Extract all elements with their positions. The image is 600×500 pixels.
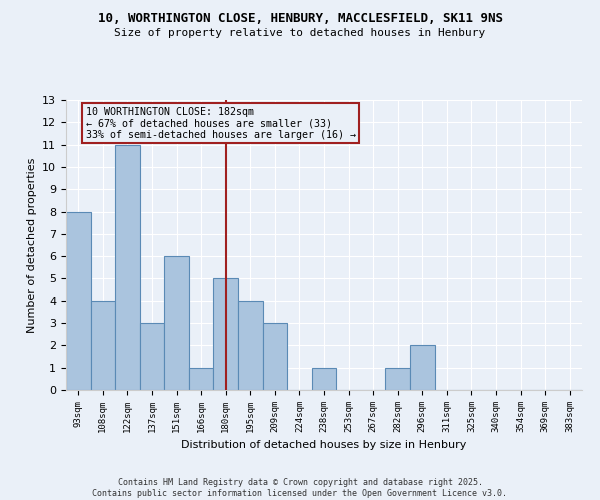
X-axis label: Distribution of detached houses by size in Henbury: Distribution of detached houses by size … <box>181 440 467 450</box>
Bar <box>164 256 189 390</box>
Text: 10 WORTHINGTON CLOSE: 182sqm
← 67% of detached houses are smaller (33)
33% of se: 10 WORTHINGTON CLOSE: 182sqm ← 67% of de… <box>86 106 356 140</box>
Y-axis label: Number of detached properties: Number of detached properties <box>26 158 37 332</box>
Bar <box>115 144 140 390</box>
Bar <box>263 323 287 390</box>
Bar <box>312 368 336 390</box>
Bar <box>410 346 434 390</box>
Bar <box>66 212 91 390</box>
Bar <box>91 301 115 390</box>
Bar <box>189 368 214 390</box>
Text: 10, WORTHINGTON CLOSE, HENBURY, MACCLESFIELD, SK11 9NS: 10, WORTHINGTON CLOSE, HENBURY, MACCLESF… <box>97 12 503 26</box>
Text: Contains HM Land Registry data © Crown copyright and database right 2025.
Contai: Contains HM Land Registry data © Crown c… <box>92 478 508 498</box>
Bar <box>238 301 263 390</box>
Text: Size of property relative to detached houses in Henbury: Size of property relative to detached ho… <box>115 28 485 38</box>
Bar <box>385 368 410 390</box>
Bar <box>140 323 164 390</box>
Bar <box>214 278 238 390</box>
